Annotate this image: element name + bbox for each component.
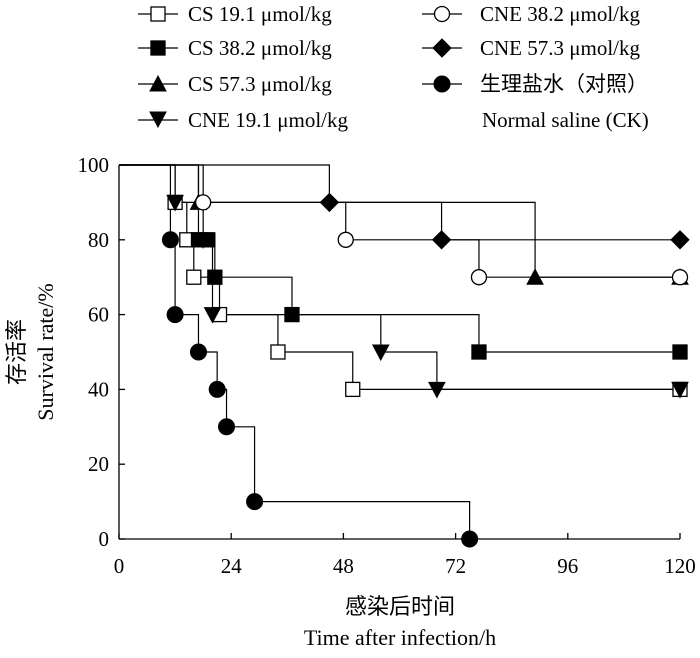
legend-marker-triangle-down-filled [149,111,167,129]
data-point-series-7 [246,493,264,511]
legend-label: CS 57.3 μmol/kg [188,72,332,96]
data-point-series-4 [194,232,212,249]
data-point-series-6 [431,230,452,250]
legend-label: CS 19.1 μmol/kg [188,2,332,26]
data-point-series-1 [186,269,202,285]
data-point-series-1 [270,344,286,360]
legend-marker-circle-filled [433,75,451,93]
axes [118,165,680,540]
data-point-series-2 [672,344,688,360]
data-point-series-2 [471,344,487,360]
data-point-series-2 [284,306,300,323]
data-point-series-2 [207,269,223,285]
y-tick-label: 0 [99,527,110,551]
x-tick-label: 0 [114,554,125,578]
legend-cne-19-1: CNE 19.1 μmol/kg [138,108,349,132]
legend-marker-circle-open [433,5,451,23]
data-point-series-6 [670,230,690,250]
legend-label: CNE 38.2 μmol/kg [480,2,641,26]
legend-cs-19-1: CS 19.1 μmol/kg [138,2,332,26]
data-point-series-4 [203,307,222,324]
data-point-series-4 [671,381,689,399]
y-tick-label: 80 [88,228,109,252]
y-axis-label-cn: 存活率 [4,319,29,385]
data-point-series-4 [371,344,390,362]
x-tick-label: 96 [557,554,578,578]
data-point-series-1 [345,381,361,398]
legend-label: CNE 19.1 μmol/kg [188,108,349,132]
legend-normal-saline: 生理盐水（对照） Normal saline (CK) [422,72,649,132]
data-point-series-5 [671,269,689,286]
x-tick-label: 120 [664,554,696,578]
data-point-series-7 [208,380,226,398]
x-axis-label: Time after infection/h [304,625,496,650]
x-tick-label: 24 [221,554,243,578]
data-point-series-5 [470,269,488,286]
legend-cs-38-2: CS 38.2 μmol/kg [138,36,332,60]
series-markers [161,192,690,548]
data-point-series-5 [194,194,212,211]
y-tick-label: 60 [88,303,109,327]
data-point-series-5 [337,231,354,248]
legend-cs-57-3: CS 57.3 μmol/kg [138,72,332,96]
data-point-series-4 [428,381,446,399]
legend-cne-38-2: CNE 38.2 μmol/kg [422,2,641,26]
legend-cne-57-3: CNE 57.3 μmol/kg [422,36,641,60]
data-point-series-3 [526,268,544,285]
data-point-series-7 [218,418,236,436]
legend-label-en: Normal saline (CK) [482,108,649,132]
data-point-series-6 [319,192,340,213]
legend-label: CS 38.2 μmol/kg [188,36,332,60]
legend-marker-triangle-up-filled [149,74,167,92]
data-point-series-7 [161,231,179,249]
x-tick-label: 72 [445,554,466,578]
legend-marker-diamond-filled [432,38,452,58]
data-point-series-7 [166,306,184,324]
series-line-6 [119,164,680,241]
y-tick-label: 40 [88,377,109,401]
data-point-series-4 [166,194,184,212]
x-axis-label-cn: 感染后时间 [345,594,455,619]
data-point-series-7 [189,343,207,361]
x-tick-label: 48 [333,554,354,578]
y-tick-label: 20 [88,452,109,476]
legend-label: CNE 57.3 μmol/kg [480,36,641,60]
data-point-series-7 [461,530,479,548]
y-tick-label: 100 [78,153,110,177]
y-axis-label: Survival rate/% [33,283,58,420]
legend-marker-square-filled [150,40,166,56]
legend-label-cn: 生理盐水（对照） [480,72,648,96]
legend-marker-square-open [150,6,166,22]
